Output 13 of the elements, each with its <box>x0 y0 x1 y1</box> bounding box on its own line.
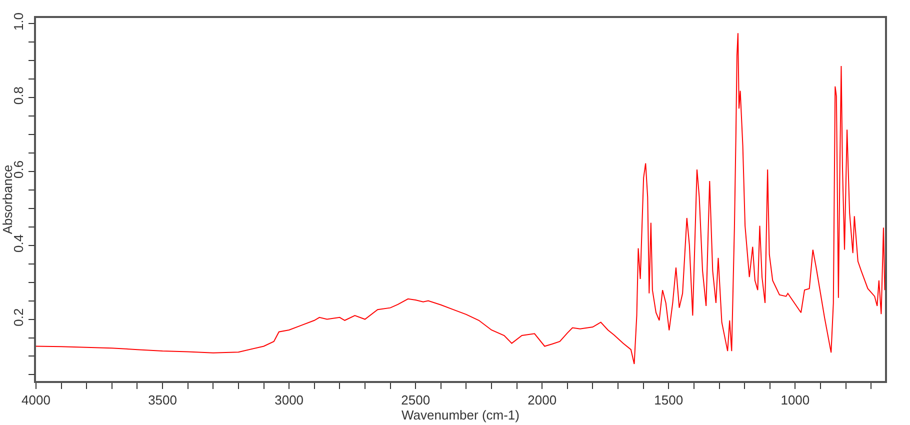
x-axis-title: Wavenumber (cm-1) <box>402 407 520 422</box>
y-tick-label: 1.0 <box>11 12 26 31</box>
x-tick-label: 2000 <box>528 392 557 408</box>
x-tick-label: 3000 <box>274 392 304 408</box>
y-tick-label: 0.4 <box>11 234 26 252</box>
y-tick-label: 0.8 <box>11 86 26 105</box>
line-series <box>36 32 885 364</box>
x-tick-label: 1000 <box>780 392 810 408</box>
x-tick-label: 1500 <box>654 392 684 408</box>
x-tick-label: 3500 <box>148 392 177 408</box>
y-tick-label: 0.2 <box>11 308 26 326</box>
x-tick-label: 4000 <box>22 392 50 408</box>
x-tick-label: 2500 <box>401 392 430 408</box>
